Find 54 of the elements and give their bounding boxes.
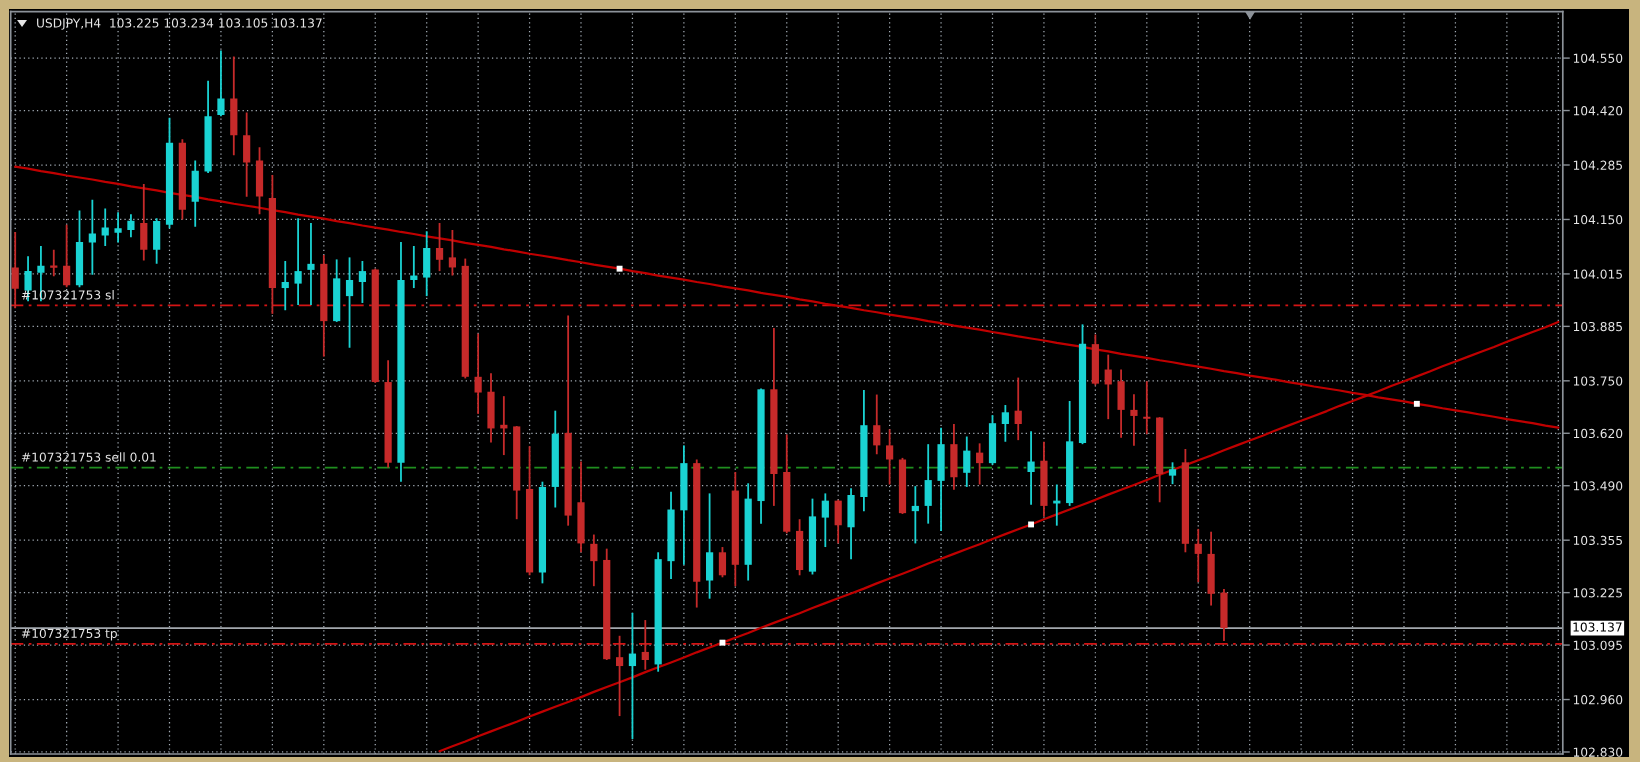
candlestick [641,619,649,671]
y-tick-label: 103.355 [1573,535,1622,545]
candlestick [127,213,135,239]
candlestick [821,492,829,548]
candlestick [911,485,919,545]
candlestick [11,231,19,310]
y-tick-label: 103.095 [1573,640,1622,650]
candlestick [281,260,289,312]
candlestick [873,393,881,456]
y-tick-label: 104.285 [1573,160,1622,170]
candlestick [628,611,637,740]
ref-line-label: 103.137 [1573,622,1622,632]
candlestick [1014,376,1022,442]
y-tick-label: 103.620 [1573,428,1623,439]
candlestick [976,442,984,486]
candlestick [50,248,58,278]
candlestick [435,222,444,273]
candlestick [718,546,727,579]
candlestick [345,256,354,349]
y-tick-label: 104.550 [1573,53,1623,63]
candlestick [963,435,971,488]
y-tick-label: 104.015 [1573,269,1622,279]
y-tick-label: 104.150 [1573,215,1623,225]
candlestick [1143,380,1151,435]
candlestick [63,223,71,289]
candlestick [358,260,366,304]
candlestick [294,217,302,306]
candlestick [474,332,482,415]
y-tick-label: 103.490 [1573,481,1623,491]
y-tick-label: 102.830 [1573,747,1623,757]
candlestick [615,634,624,717]
candlestick [590,533,598,588]
ref-line-label: #107321753 tp [21,628,117,641]
candlestick [1130,393,1138,447]
y-tick-label: 103.750 [1573,376,1623,386]
candlestick [217,49,225,118]
candlestick [101,207,109,247]
candlestick [307,222,315,306]
candlestick [448,229,457,277]
y-tick-label: 103.885 [1573,321,1622,332]
candlestick [1168,461,1177,486]
candlestick [1104,353,1112,421]
candlestick [1194,527,1202,584]
candlestick [1001,404,1009,443]
point [1413,400,1420,407]
candlestick [886,428,894,486]
ref-line-label: #107321753 sell 0.01 [21,452,156,462]
y-tick-label: 103.225 [1573,588,1622,598]
y-tick-label: 102.960 [1573,695,1623,705]
y-tick-label: 104.420 [1573,106,1623,116]
point [616,265,623,272]
text: USDJPY,H4 103.225 103.234 103.105 103.137 [37,18,322,30]
candlestick [1027,430,1035,506]
candlestick [114,211,122,244]
